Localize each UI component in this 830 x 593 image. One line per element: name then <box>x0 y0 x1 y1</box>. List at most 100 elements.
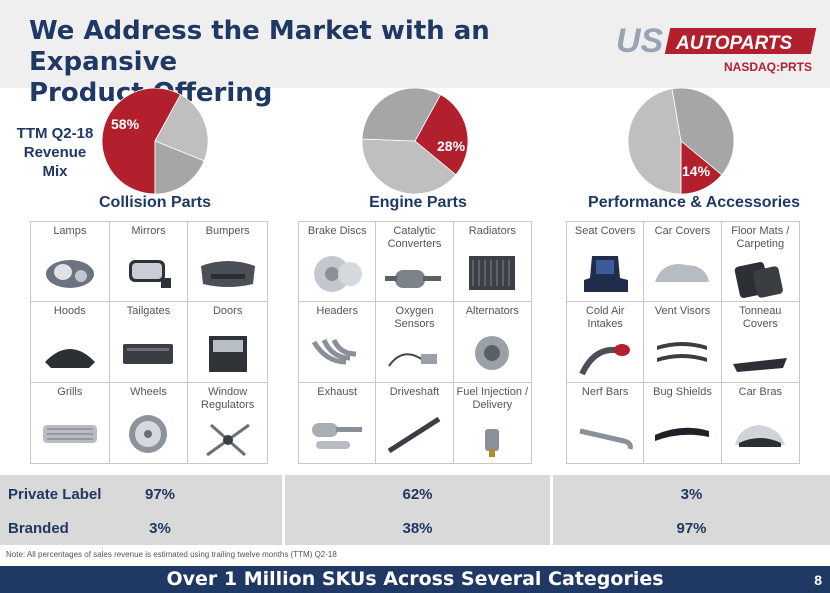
product-tile: Tonneau Covers <box>721 302 799 383</box>
product-tile: Lamps <box>31 222 110 303</box>
revenue-mix-label-line1: TTM Q2-18 <box>16 125 94 142</box>
engine-parts-title: Engine Parts <box>369 194 467 211</box>
product-tile: Tailgates <box>109 302 189 383</box>
product-tile: Car Covers <box>644 222 722 303</box>
product-tile: Nerf Bars <box>567 382 645 463</box>
pie-slice-other-b <box>154 140 205 194</box>
revenue-mix-label-line2: Revenue <box>23 144 87 161</box>
pie-slice-category <box>102 88 182 194</box>
engine-branded-value: 38% <box>402 520 433 537</box>
hood-icon <box>44 349 95 369</box>
brake-disc-icon <box>314 256 363 292</box>
product-tile: Alternators <box>453 302 531 383</box>
product-label: Headers <box>316 305 358 318</box>
pie-slice-category <box>414 94 468 176</box>
wheel-icon <box>129 414 168 453</box>
pie-slice-other-a <box>154 94 208 162</box>
header-icon <box>312 339 357 365</box>
pie-slice-other-a <box>628 88 682 194</box>
page-title: We Address the Market with an Expansive … <box>29 16 609 109</box>
car-bra-icon <box>735 424 786 447</box>
product-label: Brake Discs <box>307 225 367 237</box>
footer-band: Over 1 Million SKUs Across Several Categ… <box>0 566 830 593</box>
floor-mat-icon <box>735 261 784 299</box>
catalytic-converter-icon <box>385 270 442 288</box>
tonneau-cover-icon <box>733 358 788 373</box>
product-tile: Wheels <box>110 382 189 463</box>
page-number: 8 <box>814 572 822 588</box>
product-label: Mirrors <box>131 225 166 237</box>
logo-banner <box>664 28 817 54</box>
product-label: Car Bras <box>738 385 783 398</box>
performance-branded-value: 97% <box>676 520 707 537</box>
vent-visor-icon <box>657 342 708 363</box>
product-tile: Fuel Injection / Delivery <box>454 383 531 463</box>
product-label: Car Covers <box>654 225 711 237</box>
product-tile: Radiators <box>453 222 531 303</box>
private-label-heading: Private Label <box>8 486 102 503</box>
product-label: Floor Mats / Carpeting <box>731 225 790 250</box>
product-tile: Headers <box>299 302 377 383</box>
seat-cover-icon <box>584 256 629 292</box>
product-label: Fuel Injection / Delivery <box>456 385 529 411</box>
pie-slice-other-a <box>362 138 457 194</box>
pie-slice-other-b <box>671 88 734 176</box>
logo-us: US <box>616 22 664 60</box>
engine-share-label: 28% <box>437 138 466 154</box>
revenue-mix-label-line3: Mix <box>42 163 68 180</box>
product-label: Window Regulators <box>201 385 255 411</box>
fuel-injector-icon <box>485 428 500 457</box>
product-label: Bumpers <box>205 225 250 237</box>
revenue-mix-label: TTM Q2-18 Revenue Mix <box>6 124 104 181</box>
lamp-icon <box>45 260 94 288</box>
performance-revenue-pie <box>628 88 734 194</box>
product-tile: Catalytic Converters <box>376 222 454 303</box>
radiator-icon <box>469 256 516 290</box>
product-tile: Floor Mats / Carpeting <box>721 222 799 303</box>
product-tile: Oxygen Sensors <box>376 302 454 383</box>
product-label: Cold Air Intakes <box>585 305 625 331</box>
product-label: Catalytic Converters <box>387 225 442 250</box>
product-label: Hoods <box>53 305 86 318</box>
product-tile: Bumpers <box>188 222 267 303</box>
product-label: Wheels <box>130 385 167 398</box>
product-label: Lamps <box>53 225 87 237</box>
collision-parts-title: Collision Parts <box>98 194 212 211</box>
door-icon <box>208 336 247 373</box>
grill-icon <box>42 424 97 443</box>
product-label: Bug Shields <box>653 385 712 398</box>
engine-parts-grid: Brake Discs Catalytic Converters Radiators… <box>298 221 532 464</box>
footnote: Note: All percentages of sales revenue i… <box>6 550 337 559</box>
product-label: Nerf Bars <box>581 385 629 398</box>
nerf-bar-icon <box>579 428 634 450</box>
product-tile: Hoods <box>31 302 110 383</box>
driveshaft-icon <box>388 416 441 453</box>
performance-accessories-grid: Seat Covers Car Covers Floor Mats / Carpet… <box>566 221 800 464</box>
collision-branded-value: 3% <box>149 520 171 537</box>
product-label: Seat Covers <box>574 225 636 237</box>
collision-revenue-pie <box>102 88 208 194</box>
ticker-label: NASDAQ:PRTS <box>723 60 812 74</box>
performance-stats-panel: 3% 97% <box>553 475 830 545</box>
engine-revenue-pie <box>362 88 468 194</box>
product-label: Tailgates <box>126 305 171 318</box>
pie-slice-other-b <box>362 88 442 142</box>
collision-stats-panel: Private Label Branded 97% 3% <box>0 475 282 545</box>
product-label: Grills <box>57 385 83 398</box>
car-cover-icon <box>655 264 710 282</box>
product-label: Vent Visors <box>654 305 711 318</box>
product-label: Tonneau Covers <box>739 305 782 331</box>
bug-shield-icon <box>655 427 710 441</box>
product-label: Driveshaft <box>389 385 440 398</box>
collision-share-label: 58% <box>111 116 140 132</box>
product-tile: Exhaust <box>299 382 377 463</box>
product-tile: Vent Visors <box>644 302 722 383</box>
product-tile: Mirrors <box>109 222 189 303</box>
product-tile: Window Regulators <box>188 383 267 463</box>
engine-private-label-value: 62% <box>402 486 433 503</box>
cold-air-intake-icon <box>579 344 631 376</box>
product-label: Alternators <box>465 305 519 318</box>
product-label: Doors <box>212 305 243 318</box>
alternator-icon <box>475 336 510 371</box>
performance-accessories-title: Performance & Accessories <box>588 194 800 211</box>
